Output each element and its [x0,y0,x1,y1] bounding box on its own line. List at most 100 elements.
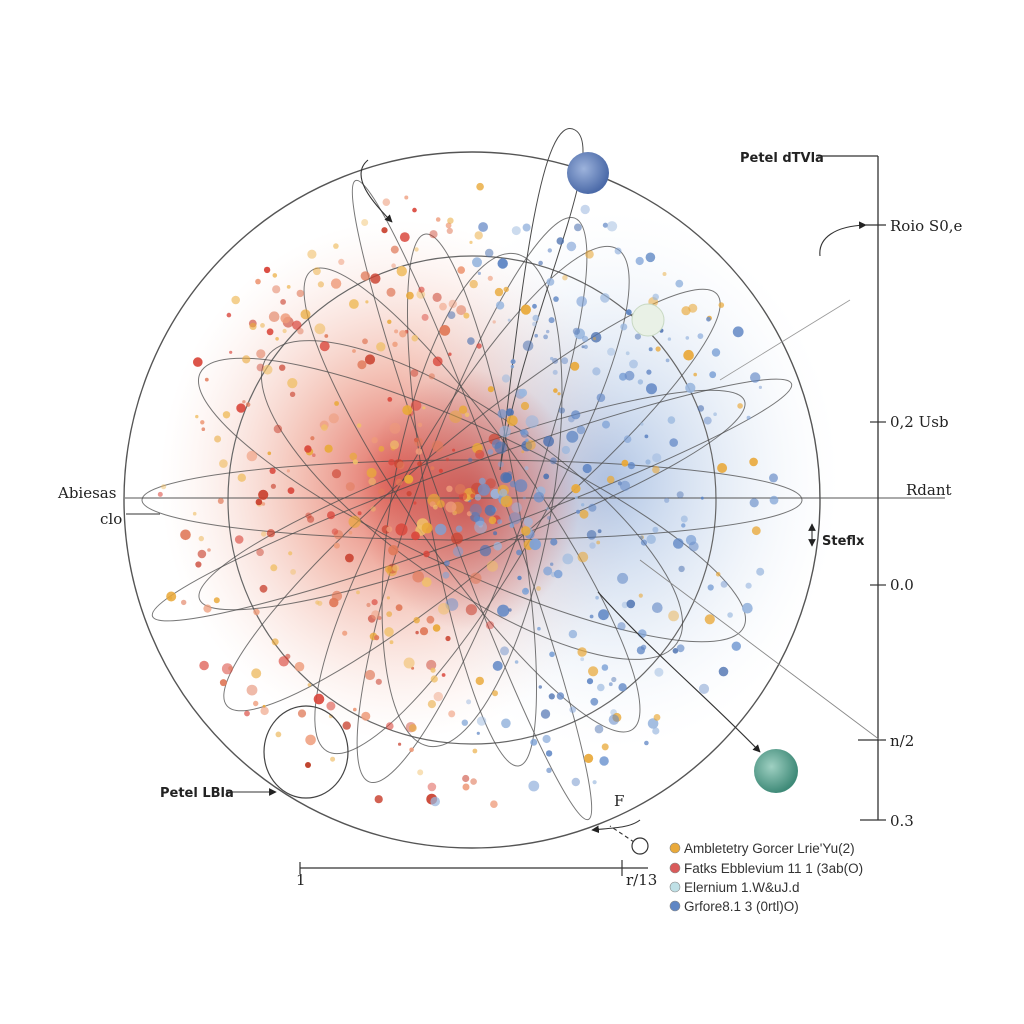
particle [518,388,528,397]
particle [664,497,670,503]
particle [745,582,752,589]
particle [333,243,339,249]
particle [371,599,378,606]
particle [485,248,494,258]
particle [371,437,378,444]
particle [585,250,594,259]
particle [509,480,517,488]
particle [348,530,353,535]
particle [348,515,361,528]
particle [749,457,758,467]
particle [261,531,267,537]
particle [500,472,512,484]
particle [497,409,507,419]
particle [229,350,233,354]
legend-label-4: Grfore8.1 3 (0rtl)O) [684,899,799,914]
particle [386,526,393,533]
particle [685,336,690,340]
particle [331,469,342,479]
particle [521,450,525,454]
particle [423,550,430,558]
particle [395,523,408,536]
particle [570,361,580,371]
particle [414,247,419,252]
particle [328,413,339,424]
right-diagonal-line [639,559,881,741]
particle [484,504,496,516]
particle [646,369,652,375]
particle [441,673,446,677]
particle [305,734,316,746]
particle [333,542,340,549]
particle [236,403,246,413]
particle [503,286,509,293]
particle [381,227,388,234]
particle [625,309,632,316]
particle [256,548,264,557]
particle [195,561,202,568]
particle [629,359,638,369]
legend-item: Ambletetry Gorcer Lrie'Yu(2) [669,841,855,856]
particle [645,459,651,465]
particle [260,323,265,328]
particle [245,402,251,407]
particle [221,663,233,675]
particle [455,484,466,495]
particle [626,599,636,609]
particle [487,449,494,455]
particle [473,515,480,522]
particle [588,503,597,512]
particle [470,778,477,785]
particle [444,560,450,566]
right-axis-label: Rdant [906,481,952,499]
particle [497,604,510,617]
particle [562,553,574,565]
particle [472,748,478,754]
particle [237,473,246,482]
particle [646,534,656,544]
particle [742,602,753,614]
particle [446,485,453,492]
particle [717,463,728,473]
particle [676,491,684,499]
particle [462,783,470,791]
particle [596,540,601,545]
particle [538,685,542,689]
particle [698,683,710,695]
particle [681,523,686,528]
particle [509,523,515,528]
particle [415,448,423,455]
particle [571,484,581,494]
particle [731,641,741,651]
particle [394,329,399,334]
particle [412,570,425,583]
particle [581,503,585,507]
particle [195,414,199,419]
particle [353,707,357,712]
particle [431,440,444,452]
particle [548,693,555,700]
particle [685,382,696,393]
particle [469,279,478,289]
particle [384,627,394,637]
particle [536,586,541,591]
particle [530,738,538,746]
particle [532,314,540,322]
particle [445,501,457,513]
particle [466,511,472,517]
particle [314,323,326,335]
particle [558,407,566,414]
particle [532,321,537,327]
inner-circle [227,255,717,745]
particle [584,753,594,764]
particle [543,566,553,576]
particle [432,292,442,302]
particle [387,397,393,402]
bottom-left-dot [305,762,311,768]
particle [234,535,244,544]
particle [256,349,266,359]
particle [688,541,699,552]
particle [200,420,205,425]
particle [352,459,358,465]
